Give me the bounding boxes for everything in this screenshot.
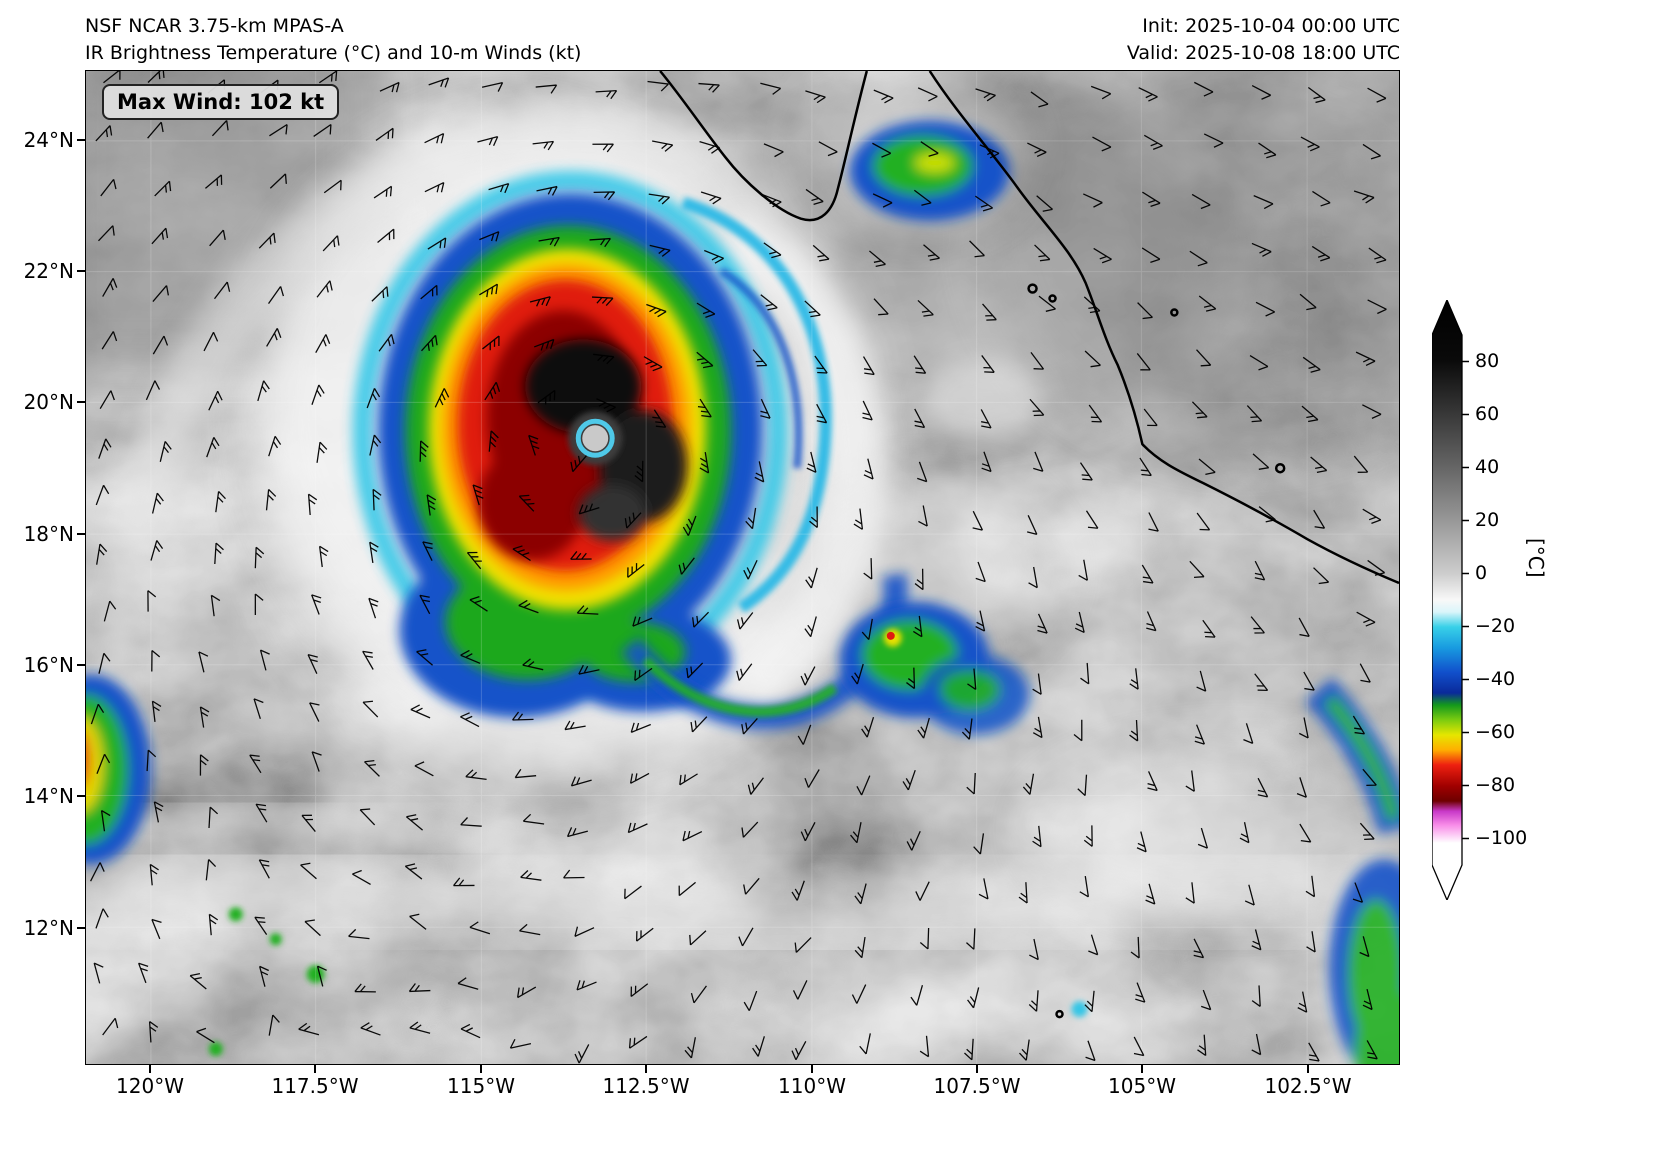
colorbar-tick-label: −40 xyxy=(1475,668,1515,690)
x-tick-label: 112.5°W xyxy=(602,1074,690,1098)
y-axis-tick xyxy=(77,270,85,272)
y-tick-label: 20°N xyxy=(23,390,74,414)
x-axis-tick xyxy=(645,1065,647,1073)
product-title: IR Brightness Temperature (°C) and 10-m … xyxy=(85,42,582,64)
x-tick-label: 110°W xyxy=(778,1074,846,1098)
y-tick-label: 22°N xyxy=(23,259,74,283)
title-block-right: Init: 2025-10-04 00:00 UTC Valid: 2025-1… xyxy=(1127,13,1400,67)
x-axis-tick xyxy=(149,1065,151,1073)
y-axis-tick xyxy=(77,664,85,666)
land-tint xyxy=(660,71,1399,583)
colorbar-ticks xyxy=(1462,360,1469,840)
x-tick-label: 102.5°W xyxy=(1264,1074,1352,1098)
colorbar-tick-label: 80 xyxy=(1475,350,1499,372)
model-title: NSF NCAR 3.75-km MPAS-A xyxy=(85,15,344,37)
x-tick-label: 105°W xyxy=(1108,1074,1176,1098)
map-plot: Max Wind: 102 kt xyxy=(85,70,1400,1065)
y-tick-label: 12°N xyxy=(23,916,74,940)
x-tick-label: 117.5°W xyxy=(271,1074,359,1098)
colorbar-tick-label: 60 xyxy=(1475,403,1499,425)
x-tick-label: 107.5°W xyxy=(933,1074,1021,1098)
x-axis-tick xyxy=(811,1065,813,1073)
y-tick-label: 14°N xyxy=(23,784,74,808)
colorbar-tick-label: −60 xyxy=(1475,721,1515,743)
colorbar: 80 60 40 20 0 −20 −40 −60 −80 −100 xyxy=(1432,300,1527,900)
init-time: Init: 2025-10-04 00:00 UTC xyxy=(1142,15,1400,37)
max-wind-badge: Max Wind: 102 kt xyxy=(102,84,340,120)
y-axis-tick xyxy=(77,533,85,535)
y-axis-tick xyxy=(77,139,85,141)
eye-ring xyxy=(575,418,615,458)
y-axis-tick xyxy=(77,927,85,929)
x-tick-label: 120°W xyxy=(116,1074,184,1098)
valid-time: Valid: 2025-10-08 18:00 UTC xyxy=(1126,42,1400,64)
x-tick-label: 115°W xyxy=(447,1074,515,1098)
x-axis-tick xyxy=(1141,1065,1143,1073)
colorbar-tick-label: −100 xyxy=(1475,827,1527,849)
colorbar-tick-label: −80 xyxy=(1475,774,1515,796)
title-block-left: NSF NCAR 3.75-km MPAS-A IR Brightness Te… xyxy=(85,13,581,67)
wind-barbs-layer xyxy=(90,71,1387,1064)
colorbar-tick-label: −20 xyxy=(1475,615,1515,637)
max-wind-text: Max Wind: 102 kt xyxy=(117,90,325,114)
rainband-layer xyxy=(86,120,1399,1064)
colorbar-gradient xyxy=(1432,300,1463,900)
colorbar-tick-label: 40 xyxy=(1475,456,1499,478)
colorbar-tick-label: 20 xyxy=(1475,509,1499,531)
x-axis-tick xyxy=(314,1065,316,1073)
storm-eye xyxy=(582,425,609,452)
colorbar-unit-label: [°C] xyxy=(1524,538,1548,578)
colorbar-tick-label: 0 xyxy=(1475,562,1487,584)
y-axis-tick xyxy=(77,795,85,797)
y-tick-label: 24°N xyxy=(23,128,74,152)
y-axis-tick xyxy=(77,401,85,403)
x-axis-tick xyxy=(976,1065,978,1073)
x-axis-tick xyxy=(480,1065,482,1073)
graticule xyxy=(86,71,1399,1064)
y-tick-label: 18°N xyxy=(23,522,74,546)
y-tick-label: 16°N xyxy=(23,653,74,677)
x-axis-tick xyxy=(1307,1065,1309,1073)
coastline xyxy=(659,71,1399,1019)
map-canvas xyxy=(86,71,1399,1064)
